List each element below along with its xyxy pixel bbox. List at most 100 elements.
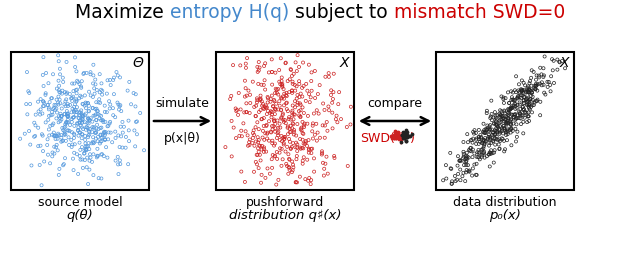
Point: [524, 110, 534, 115]
Point: [391, 132, 401, 136]
Point: [100, 137, 110, 141]
Point: [531, 87, 541, 91]
Point: [509, 98, 519, 102]
Point: [538, 66, 548, 70]
Point: [68, 95, 78, 99]
Point: [49, 103, 60, 107]
Point: [96, 88, 106, 92]
Point: [518, 81, 529, 85]
Point: [289, 72, 299, 76]
Point: [115, 103, 125, 107]
Point: [298, 159, 308, 163]
Point: [445, 151, 456, 155]
Point: [113, 172, 124, 176]
Point: [517, 113, 527, 117]
Point: [292, 180, 302, 184]
Point: [321, 155, 332, 159]
Point: [63, 135, 74, 139]
Point: [93, 112, 103, 116]
Point: [83, 135, 93, 139]
Point: [497, 126, 508, 130]
Point: [84, 109, 94, 114]
Point: [84, 118, 95, 123]
Point: [44, 107, 54, 111]
Point: [63, 118, 73, 122]
Point: [285, 130, 295, 134]
Point: [447, 182, 457, 186]
Text: Maximize: Maximize: [75, 4, 170, 22]
Point: [255, 153, 265, 157]
Point: [309, 156, 319, 160]
Point: [503, 116, 513, 120]
Point: [289, 128, 299, 132]
Point: [396, 134, 406, 139]
Point: [119, 125, 129, 129]
Point: [398, 136, 408, 140]
Point: [70, 142, 80, 146]
Point: [505, 128, 515, 132]
Text: subject to: subject to: [289, 4, 394, 22]
Point: [518, 93, 528, 98]
Point: [44, 127, 54, 132]
Point: [245, 93, 255, 97]
Point: [68, 136, 79, 140]
Point: [485, 123, 495, 127]
Point: [266, 115, 276, 119]
Point: [89, 86, 99, 90]
Point: [83, 133, 93, 138]
Point: [51, 134, 61, 138]
Point: [135, 111, 145, 115]
Point: [497, 114, 508, 118]
Point: [508, 129, 518, 133]
Point: [503, 111, 513, 115]
Point: [268, 153, 278, 157]
Point: [484, 143, 494, 148]
Point: [84, 118, 95, 122]
Point: [126, 102, 136, 106]
Point: [481, 127, 492, 132]
Point: [495, 139, 505, 143]
Point: [253, 68, 264, 72]
Point: [452, 164, 463, 168]
Point: [510, 107, 520, 111]
Point: [53, 132, 63, 136]
Point: [537, 80, 547, 84]
Point: [35, 107, 45, 111]
Point: [70, 55, 80, 60]
Text: |: |: [399, 132, 403, 145]
Point: [253, 82, 264, 86]
Point: [79, 113, 90, 117]
Point: [285, 127, 295, 131]
Point: [401, 139, 412, 143]
Point: [535, 113, 545, 117]
Point: [30, 134, 40, 138]
Point: [311, 122, 321, 126]
Point: [63, 115, 73, 119]
Point: [56, 140, 67, 144]
Point: [513, 95, 523, 99]
Point: [522, 87, 532, 92]
Point: [99, 130, 109, 134]
Point: [328, 90, 339, 94]
Point: [60, 129, 70, 133]
Point: [529, 86, 539, 91]
Point: [93, 109, 103, 113]
Point: [71, 100, 81, 104]
Point: [88, 63, 99, 67]
Point: [446, 167, 456, 171]
Point: [104, 107, 115, 111]
Point: [276, 108, 286, 112]
Point: [399, 136, 409, 140]
Point: [75, 131, 85, 135]
Point: [301, 139, 311, 143]
Point: [44, 81, 54, 85]
Point: [95, 90, 105, 94]
Point: [516, 87, 527, 92]
Point: [298, 132, 308, 136]
Point: [524, 103, 534, 107]
Point: [60, 112, 70, 116]
Point: [79, 103, 90, 108]
Point: [401, 139, 411, 143]
Point: [503, 107, 513, 111]
Point: [390, 132, 401, 136]
